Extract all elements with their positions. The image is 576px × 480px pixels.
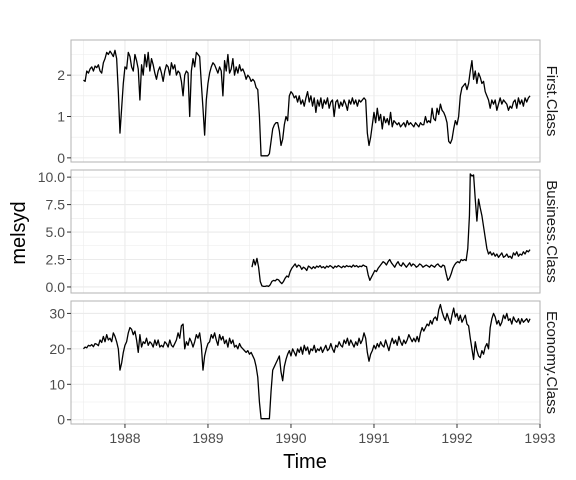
x-tick-label: 1989 bbox=[192, 430, 223, 446]
y-tick-label: 7.5 bbox=[46, 197, 66, 213]
x-tick-label: 1990 bbox=[275, 430, 306, 446]
series-line-first-class bbox=[83, 49, 531, 157]
series-line-business-class bbox=[251, 173, 531, 288]
y-tick-label: 0 bbox=[57, 150, 65, 166]
panel-first-class: 0 1 2 First.Class bbox=[57, 39, 563, 166]
facet-strip bbox=[541, 40, 563, 162]
y-tick-label: 1 bbox=[57, 109, 65, 125]
panel-border bbox=[70, 169, 541, 294]
y-tick-label: 10.0 bbox=[38, 169, 65, 185]
y-tick-label: 10 bbox=[49, 376, 65, 392]
facet-strip-label: Business.Class bbox=[543, 180, 560, 283]
panels: 0 1 2 First.Class 0.0 2.5 5.0 7.5 10.0 Business.C… bbox=[38, 39, 563, 428]
y-tick-label: 2 bbox=[57, 67, 65, 83]
x-tick-label: 1988 bbox=[109, 430, 140, 446]
y-tick-label: 0 bbox=[57, 412, 65, 428]
facet-strip bbox=[541, 301, 563, 424]
facet-strip bbox=[541, 170, 563, 293]
facet-strip-label: First.Class bbox=[543, 66, 560, 137]
panel-background bbox=[71, 301, 540, 424]
panel-business-class: 0.0 2.5 5.0 7.5 10.0 Business.Class bbox=[38, 169, 563, 295]
x-tick-label: 1991 bbox=[358, 430, 389, 446]
x-axis-title: Time bbox=[283, 451, 327, 473]
y-tick-label: 20 bbox=[49, 341, 65, 357]
y-tick-label: 5.0 bbox=[46, 224, 66, 240]
series-line-economy-class bbox=[82, 303, 531, 420]
x-tick-label: 1993 bbox=[524, 430, 555, 446]
panel-border bbox=[70, 300, 541, 425]
facet-strip-label: Economy.Class bbox=[543, 311, 560, 414]
y-axis-title: melsyd bbox=[8, 201, 30, 264]
panel-border bbox=[70, 39, 541, 163]
panel-economy-class: 0 10 20 30 Economy.Class bbox=[49, 300, 563, 428]
y-tick-label: 0.0 bbox=[46, 279, 66, 295]
x-tick-label: 1992 bbox=[441, 430, 472, 446]
y-tick-label: 2.5 bbox=[46, 252, 66, 268]
y-tick-label: 30 bbox=[49, 305, 65, 321]
x-axis: 1988 1989 1990 1991 1992 1993 bbox=[109, 424, 556, 446]
